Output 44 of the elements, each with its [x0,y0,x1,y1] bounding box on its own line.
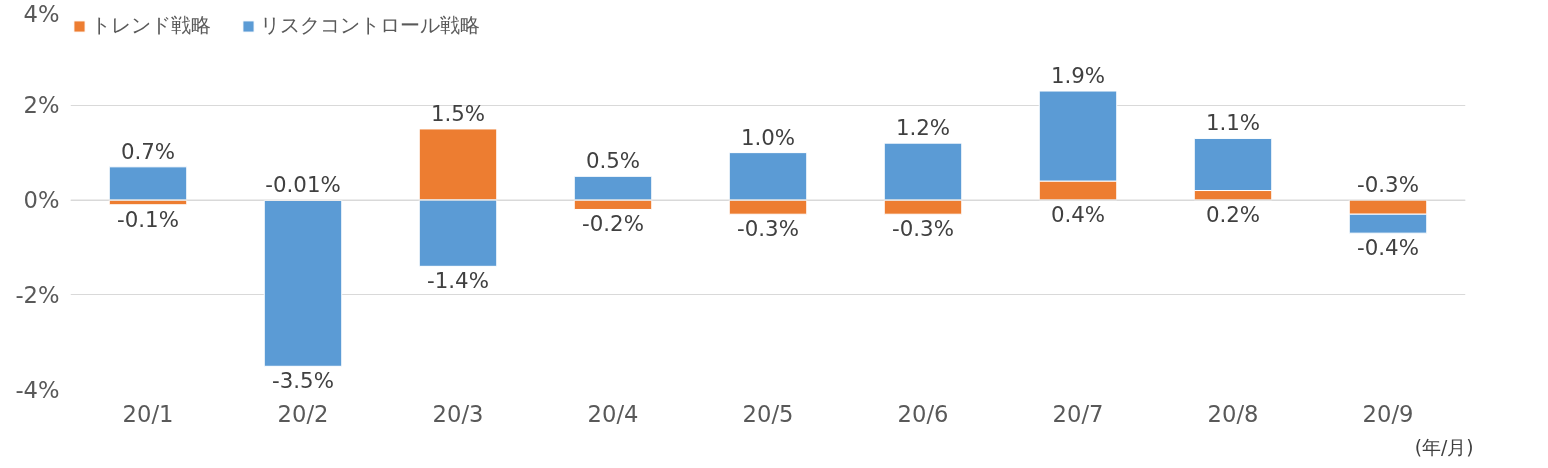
data-label: 0.7% [120,138,176,164]
data-label: 1.5% [430,100,486,126]
bar [263,199,343,367]
x-tick-label: 20/1 [122,400,174,427]
data-label: 0.2% [1205,202,1261,227]
data-label: 1.0% [740,124,796,150]
x-tick-label: 20/5 [742,400,794,427]
x-tick-label: 20/8 [1207,400,1259,427]
data-label: 1.9% [1050,63,1106,89]
x-tick-label: 20/9 [1362,400,1414,427]
bar [728,199,808,215]
data-label: -0.3% [737,216,799,242]
bar [728,152,808,201]
bar [573,175,653,201]
x-tick-label: 20/7 [1052,400,1104,427]
data-label: 0.5% [585,148,641,174]
data-label: 1.2% [895,115,951,141]
data-label: -0.3% [1357,172,1419,197]
y-tick-label: -4% [15,376,60,403]
y-tick-label: 2% [23,92,60,119]
bar [418,128,498,201]
x-axis-title: (年/月) [1414,436,1474,458]
data-label: -0.4% [1357,235,1419,261]
data-label: -0.2% [582,211,644,237]
bar [883,142,963,201]
y-tick-label: 0% [23,187,60,213]
bar [108,166,188,201]
data-label: -0.01% [265,172,341,197]
data-label: -3.5% [272,368,334,394]
legend-label: トレンド戦略 [91,12,211,39]
y-tick-label: -2% [15,281,60,308]
x-tick-label: 20/3 [432,400,484,427]
x-tick-label: 20/2 [277,400,329,427]
bar [883,199,963,215]
data-label: -0.3% [892,216,954,242]
bar [418,199,498,267]
x-tick-label: 20/4 [587,400,639,427]
data-label: -0.1% [117,206,179,232]
data-label: 0.4% [1050,202,1106,227]
data-label: -1.4% [427,268,489,294]
data-label: 1.1% [1205,110,1261,136]
y-tick-label: 4% [23,0,60,27]
x-tick-label: 20/6 [897,400,949,427]
legend-label: リスクコントロール戦略 [260,12,480,39]
